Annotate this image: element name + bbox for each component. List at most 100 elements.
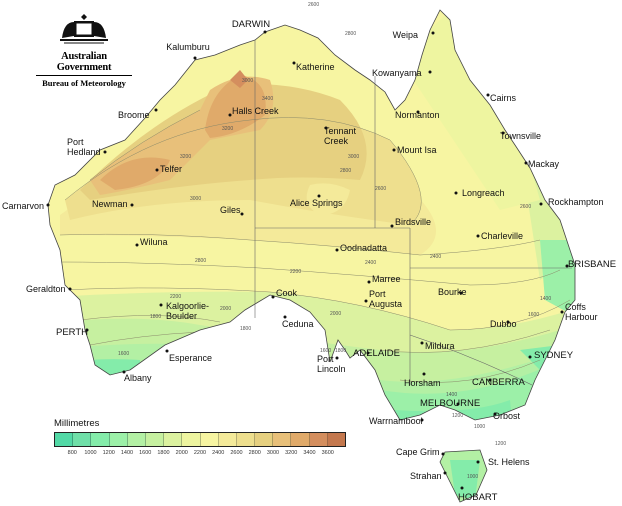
city-label: Coffs Harbour [565,302,598,322]
legend-swatch [309,433,328,446]
logo-line2: Bureau of Meteorology [42,78,126,88]
city-marker [392,148,396,152]
city-label-line: Port [317,354,334,364]
legend-swatch [273,433,292,446]
contour-label: 3200 [222,126,233,132]
isohyet-line [64,117,422,226]
city-marker [240,212,244,216]
city-label-line: Hedland [67,147,101,157]
city-label-line: Boulder [166,311,197,321]
contour-label: 2600 [375,186,386,192]
contour-label: 2600 [308,2,319,8]
tasmania-coast [439,449,488,503]
city-marker [524,161,528,165]
contour-label: 1200 [495,441,506,447]
city-label: Broome [118,110,150,120]
contour-label: 2000 [220,306,231,312]
legend-tick-label: 1200 [102,450,115,456]
city-marker [317,194,321,198]
city-marker [420,341,424,345]
city-label: Kalumburu [166,42,210,52]
contour-label: 1600 [528,312,539,318]
city-label: BRISBANE [568,259,616,270]
city-marker [506,320,510,324]
contour-label: 1600 [118,351,129,357]
city-label: Wiluna [140,237,168,247]
city-marker [135,243,139,247]
legend-tick-label: 3000 [266,450,280,456]
city-label-line: Kalgoorlie- [166,301,209,311]
city-label: Rockhampton [548,197,604,207]
contour-label: 3000 [242,78,253,84]
city-marker [428,70,432,74]
contour-label: 2400 [430,254,441,260]
legend-swatch [73,433,92,446]
city-label: MELBOURNE [420,398,480,409]
legend-swatch [182,433,201,446]
isohyet-line [89,109,201,181]
legend-swatch [127,433,146,446]
city-label: Strahan [410,471,442,481]
city-marker [292,61,296,65]
contour-labels: 2600 2800 3000 3400 3200 3200 3000 2800 3000 2800… [118,2,551,480]
contour-label: 2800 [195,258,206,264]
city-label-line: Lincoln [317,364,346,374]
contour-label: 1800 [335,348,346,354]
city-marker [560,310,564,314]
contour-label: 1800 [240,326,251,332]
contour-label: 3000 [190,196,201,202]
isohyet-line [59,233,541,256]
city-labels: DARWIN Weipa Kalumburu Katherine Kowanyama Ca… [2,19,616,503]
city-label-line: Creek [324,136,349,146]
legend-tick-label: 1800 [157,450,170,456]
city-label: Port Hedland [67,137,101,157]
contour-label: 1000 [474,424,485,430]
rainfall-band [450,460,480,500]
city-marker [364,299,368,303]
city-label: Mildura [425,341,455,351]
city-marker [159,303,163,307]
city-marker [539,202,543,206]
city-marker [422,372,426,376]
city-label: PERTH [56,327,88,338]
logo-line1: Australian Government [36,51,132,76]
city-label: Birdsville [395,217,431,227]
legend: Millimetres 800 1000 1200 1400 1600 1800 2000 2… [54,418,346,457]
legend-tick-label: 1600 [139,450,152,456]
city-label: DARWIN [232,19,270,30]
contour-label: 2800 [345,31,356,37]
city-label-line: Port [67,137,84,147]
city-marker [390,224,394,228]
city-marker [366,351,370,355]
legend-tick-label: 2600 [230,450,243,456]
contour-label: 3200 [180,154,191,160]
city-label: Bourke [438,287,467,297]
city-marker [324,126,328,130]
contour-label: 2000 [330,311,341,317]
legend-tick-label: 800 [67,450,77,456]
city-label: Carnarvon [2,201,44,211]
legend-tick-label: 2000 [175,450,188,456]
rainfall-band [306,183,350,215]
city-marker [193,56,197,60]
city-label: SYDNEY [534,350,574,361]
city-marker [68,287,72,291]
rainfall-band [100,75,266,190]
city-label: Townsville [500,131,541,141]
city-label: Port Augusta [369,289,402,309]
city-label: HOBART [458,492,498,503]
city-label: Normanton [395,110,440,120]
rainfall-band [240,25,330,60]
contour-label: 2800 [340,168,351,174]
city-marker [367,280,371,284]
city-marker [488,378,492,382]
city-marker [456,402,460,406]
city-label: Kalgoorlie-Boulder [166,301,209,321]
city-marker [565,264,569,268]
city-marker [528,355,532,359]
contour-label: 3400 [262,96,273,102]
city-label: CANBERRA [472,377,525,388]
contour-label: 1200 [452,413,463,419]
city-label: Oodnadatta [340,243,387,253]
city-label: Port Lincoln [317,354,346,374]
